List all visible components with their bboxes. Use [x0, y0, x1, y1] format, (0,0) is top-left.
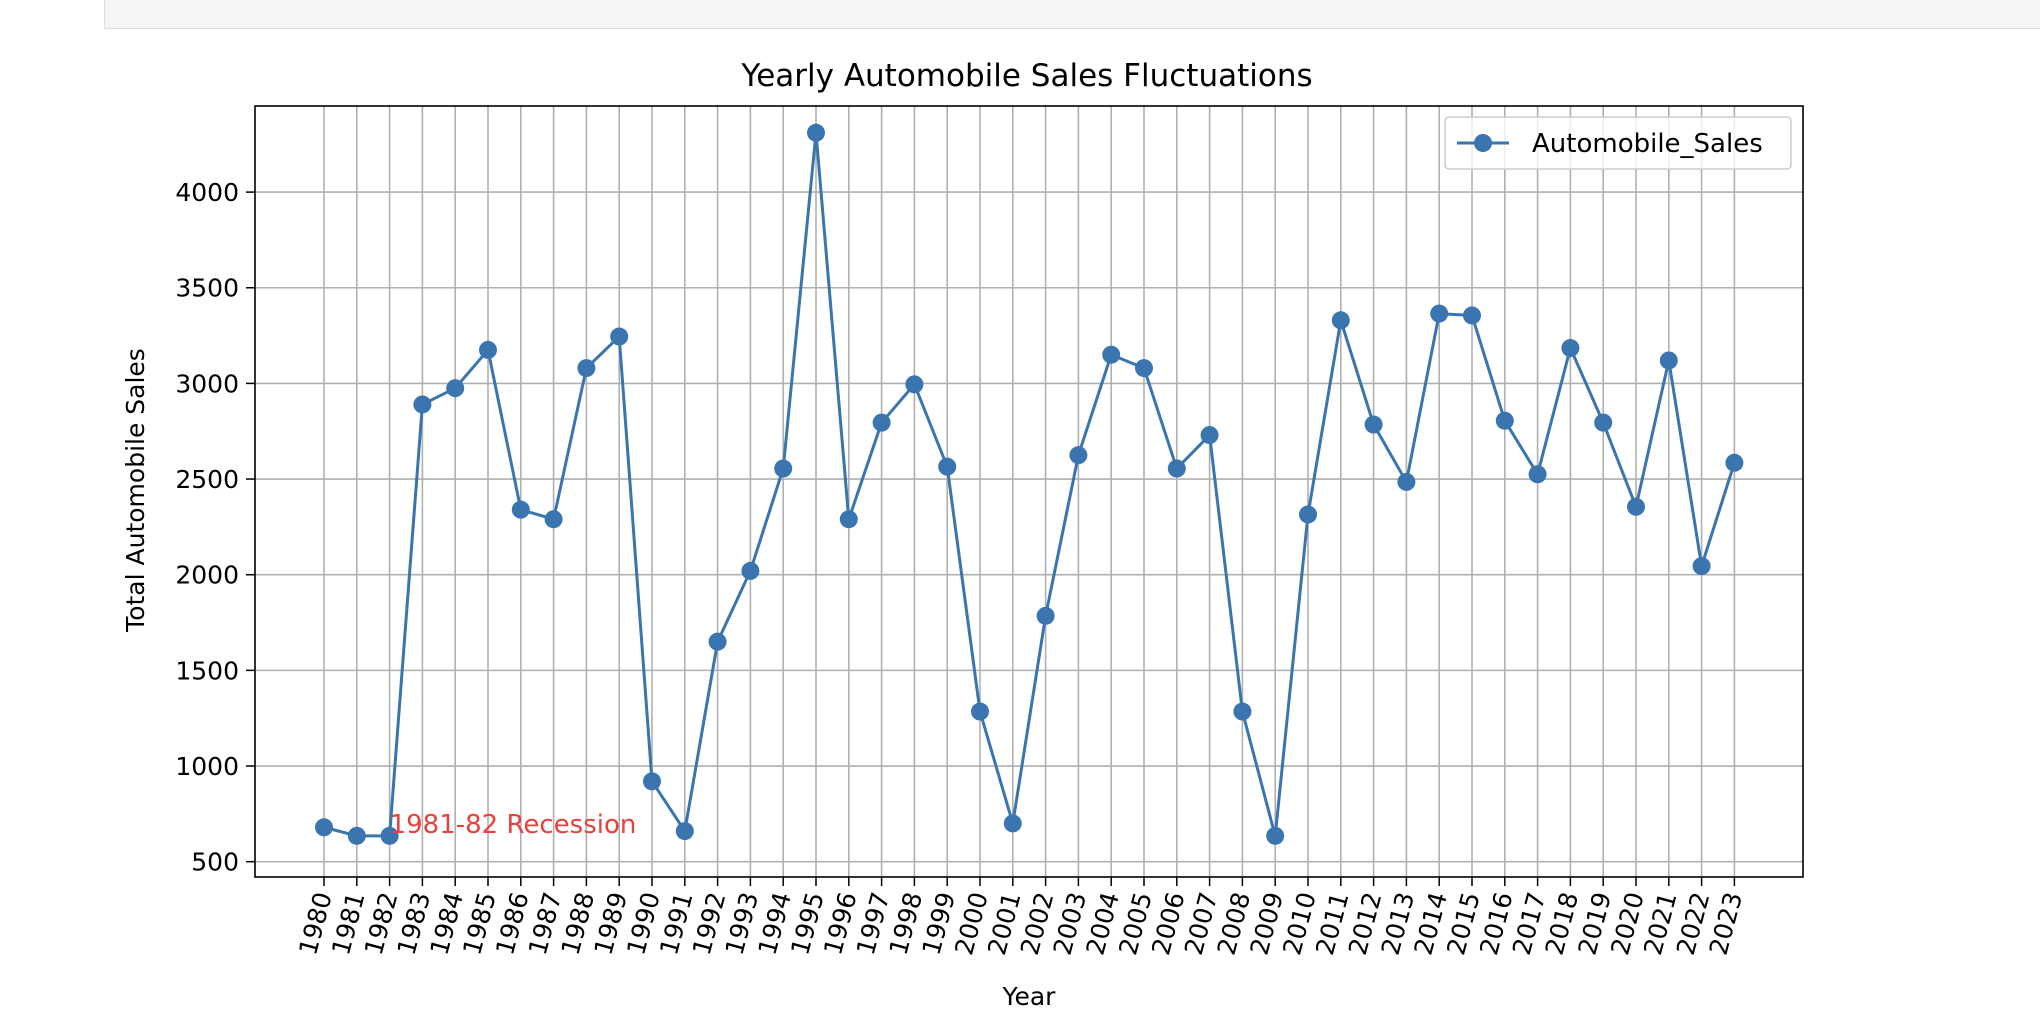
data-point — [1266, 826, 1285, 845]
data-point — [1430, 304, 1449, 323]
data-point — [708, 632, 727, 651]
legend-box — [1444, 116, 1792, 170]
data-point — [511, 500, 530, 519]
y-tick-label: 3500 — [175, 274, 239, 303]
data-point — [675, 822, 694, 841]
data-point — [1364, 415, 1383, 434]
data-point — [1003, 814, 1022, 833]
legend-series-label: Automobile_Sales — [1532, 129, 1763, 159]
data-point — [1233, 702, 1252, 721]
data-point — [807, 123, 825, 142]
data-point — [1299, 505, 1317, 524]
data-point — [413, 395, 432, 414]
annotation-recession: 1981-82 Recession — [390, 810, 637, 840]
data-point — [446, 379, 465, 398]
data-point — [577, 359, 596, 378]
x-axis-label: Year — [1002, 982, 1057, 1011]
data-point — [1528, 465, 1547, 484]
data-point — [479, 340, 497, 359]
data-point — [315, 818, 333, 837]
chart-title: Yearly Automobile Sales Fluctuations — [740, 58, 1312, 94]
y-tick-label: 1000 — [175, 752, 239, 781]
axis-layer: 1980198119821983198419851986198719881989… — [175, 178, 1748, 958]
data-point — [872, 413, 891, 432]
data-point — [1692, 557, 1711, 576]
data-point — [544, 510, 563, 529]
data-point — [1200, 426, 1219, 445]
data-point — [905, 375, 924, 394]
plot-frame — [254, 105, 1804, 878]
series-layer — [315, 123, 1744, 845]
data-point — [643, 772, 661, 791]
y-tick-label: 4000 — [175, 178, 239, 207]
grid-layer — [255, 106, 1803, 877]
data-point — [774, 459, 793, 478]
series-line — [323, 131, 1736, 838]
data-point — [1135, 359, 1153, 378]
data-point — [347, 826, 366, 845]
y-tick-label: 2500 — [175, 465, 239, 494]
data-point — [1627, 497, 1645, 516]
data-point — [1495, 411, 1514, 430]
y-tick-label: 2000 — [175, 561, 239, 590]
data-point — [1725, 453, 1744, 472]
data-point — [1036, 606, 1055, 625]
y-tick-label: 1500 — [175, 656, 239, 685]
data-point — [1167, 459, 1186, 478]
legend: Automobile_Sales — [1444, 116, 1792, 170]
data-point — [1102, 345, 1121, 364]
data-point — [938, 457, 957, 476]
y-tick-label: 3000 — [175, 369, 239, 398]
data-point — [741, 561, 760, 580]
data-point — [1397, 472, 1416, 491]
data-point — [380, 826, 399, 845]
data-point — [1594, 413, 1613, 432]
data-point — [839, 510, 858, 529]
data-point — [1463, 306, 1481, 325]
data-point — [1561, 339, 1580, 358]
data-point — [971, 702, 989, 721]
data-point — [1659, 351, 1678, 370]
data-point — [1069, 446, 1088, 465]
notebook-output-bar — [104, 0, 2040, 29]
data-point — [1331, 311, 1350, 330]
y-axis-label: Total Automobile Sales — [121, 348, 150, 633]
legend-series-marker — [1474, 134, 1492, 152]
data-point — [610, 327, 629, 346]
y-tick-label: 500 — [191, 848, 239, 877]
